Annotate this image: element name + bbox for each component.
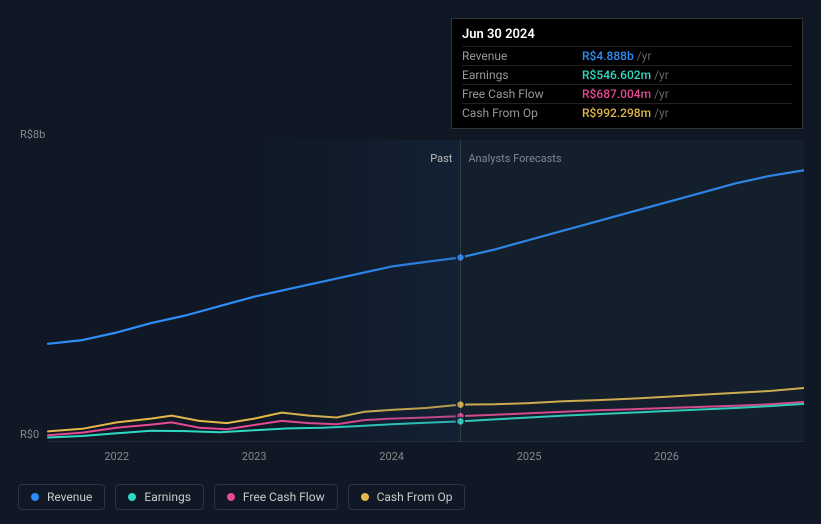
tooltip-metric-value: R$546.602m (582, 68, 651, 82)
tooltip-metric-label: Earnings (462, 68, 582, 82)
tooltip-row: Free Cash FlowR$687.004m/yr (462, 84, 792, 103)
tooltip-metric-value: R$992.298m (582, 106, 651, 120)
legend-label: Free Cash Flow (243, 490, 325, 504)
legend-label: Earnings (144, 490, 191, 504)
tooltip-unit: /yr (654, 106, 669, 120)
tooltip-metric-label: Cash From Op (462, 106, 582, 120)
tooltip-metric-label: Revenue (462, 49, 582, 63)
legend-dot-icon (128, 493, 136, 501)
legend-item-free-cash-flow[interactable]: Free Cash Flow (214, 484, 338, 510)
legend-dot-icon (361, 493, 369, 501)
legend-label: Cash From Op (377, 490, 453, 504)
xaxis-tick: 2022 (104, 450, 129, 463)
forecast-background (460, 140, 804, 442)
tooltip-unit: /yr (654, 68, 669, 82)
past-section-label: Past (430, 152, 452, 165)
tooltip-unit: /yr (654, 87, 669, 101)
legend-item-cash-from-op[interactable]: Cash From Op (348, 484, 466, 510)
legend-label: Revenue (47, 490, 92, 504)
legend-item-revenue[interactable]: Revenue (18, 484, 105, 510)
past-gradient (48, 140, 460, 442)
chart-tooltip: Jun 30 2024 RevenueR$4.888b/yrEarningsR$… (451, 18, 803, 129)
forecast-section-label: Analysts Forecasts (468, 152, 561, 165)
tooltip-metric-label: Free Cash Flow (462, 87, 582, 101)
xaxis-tick: 2023 (242, 450, 267, 463)
tooltip-unit: /yr (637, 49, 652, 63)
tooltip-row: Cash From OpR$992.298m/yr (462, 103, 792, 122)
chart-area: Past Analysts Forecasts (18, 140, 804, 442)
tooltip-metric-value: R$4.888b (582, 49, 634, 63)
tooltip-metric-value: R$687.004m (582, 87, 651, 101)
tooltip-row: RevenueR$4.888b/yr (462, 46, 792, 65)
xaxis-tick: 2025 (517, 450, 542, 463)
legend-item-earnings[interactable]: Earnings (115, 484, 204, 510)
xaxis-tick: 2024 (379, 450, 404, 463)
tooltip-row: EarningsR$546.602m/yr (462, 65, 792, 84)
legend-dot-icon (31, 493, 39, 501)
xaxis-tick: 2026 (654, 450, 679, 463)
legend: Revenue Earnings Free Cash Flow Cash From O… (18, 484, 465, 510)
past-forecast-divider (460, 140, 461, 442)
legend-dot-icon (227, 493, 235, 501)
x-axis: 2022 2023 2024 2025 2026 (18, 450, 804, 470)
tooltip-date: Jun 30 2024 (462, 25, 792, 46)
